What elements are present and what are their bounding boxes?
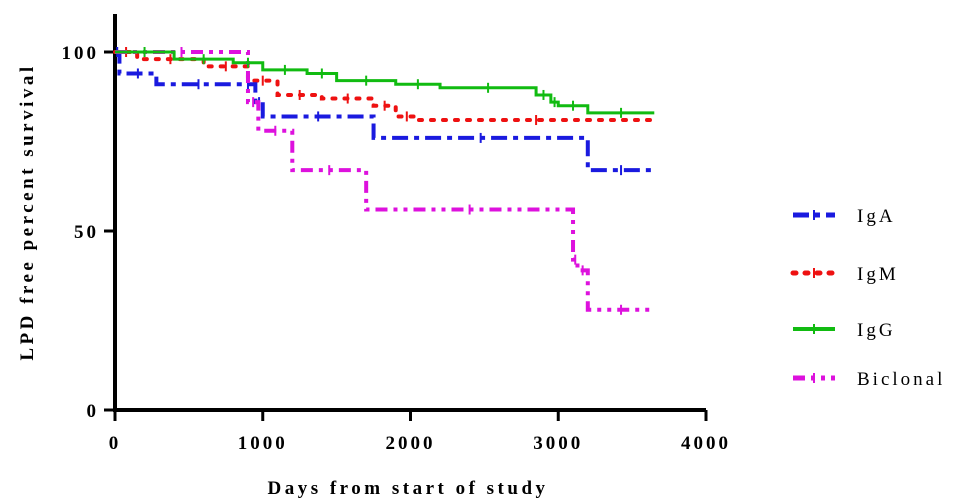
x-tick-label: 3000: [533, 433, 583, 454]
legend-label-igm: IgM: [857, 264, 899, 285]
axis-ticks: [104, 50, 708, 421]
y-tick-label: 100: [62, 43, 100, 64]
y-axis-title: LPD free percent survival: [17, 63, 38, 360]
y-tick-label: 50: [74, 222, 99, 243]
legend: IgA IgM IgG Biclonal: [790, 206, 945, 390]
x-tick-label: 1000: [238, 433, 288, 454]
series-line-igg: [115, 50, 655, 115]
x-tick-label: 4000: [681, 433, 731, 454]
x-tick-label: 2000: [386, 433, 436, 454]
series-line-biclonal: [115, 50, 655, 312]
x-tick-label: 0: [109, 433, 122, 454]
legend-label-biclonal: Biclonal: [857, 369, 945, 390]
axis-tick-labels: 0 1000 2000 3000 4000 0 50 100: [62, 43, 731, 454]
x-axis-title: Days from start of study: [267, 478, 548, 499]
legend-label-iga: IgA: [857, 206, 896, 227]
y-tick-label: 0: [87, 401, 100, 422]
legend-label-igg: IgG: [857, 320, 896, 341]
series-layer: [113, 47, 657, 315]
series-line-iga: [115, 50, 655, 173]
